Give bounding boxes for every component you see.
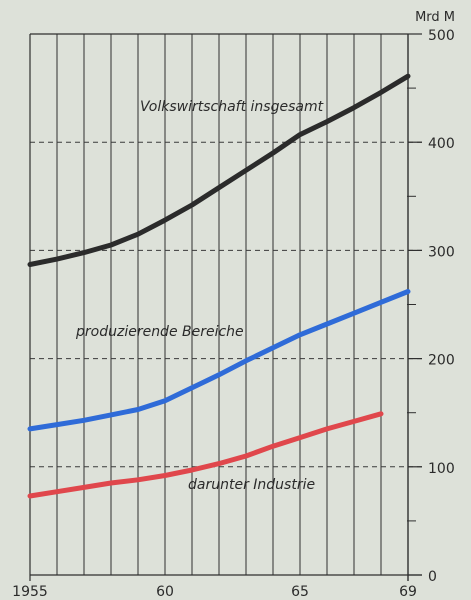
y-tick-label: 0 bbox=[428, 569, 437, 585]
y-tick-label: 300 bbox=[428, 244, 455, 260]
x-tick-label: 65 bbox=[291, 584, 309, 600]
series-line-1 bbox=[27, 289, 411, 432]
series-lines bbox=[27, 73, 411, 499]
y-tick-label: 400 bbox=[428, 136, 455, 152]
axes bbox=[29, 33, 422, 581]
series-label-produzierende: produzierende Bereiche bbox=[75, 324, 244, 340]
unit-label: Mrd M bbox=[415, 10, 455, 25]
y-tick-labels: 0 100 200 300 400 500 bbox=[428, 28, 455, 585]
y-tick-label: 500 bbox=[428, 28, 455, 44]
series-line-2 bbox=[27, 411, 384, 499]
series-label-volkswirtschaft: Volkswirtschaft insgesamt bbox=[140, 99, 324, 115]
x-tick-labels: 1955 60 65 69 bbox=[12, 584, 417, 600]
x-tick-label: 60 bbox=[156, 584, 174, 600]
series-line-0 bbox=[27, 73, 411, 267]
y-tick-label: 200 bbox=[428, 353, 455, 369]
y-tick-label: 100 bbox=[428, 461, 455, 477]
x-tick-label: 69 bbox=[399, 584, 417, 600]
series-label-industrie: darunter Industrie bbox=[188, 477, 315, 493]
x-tick-label: 1955 bbox=[12, 584, 48, 600]
